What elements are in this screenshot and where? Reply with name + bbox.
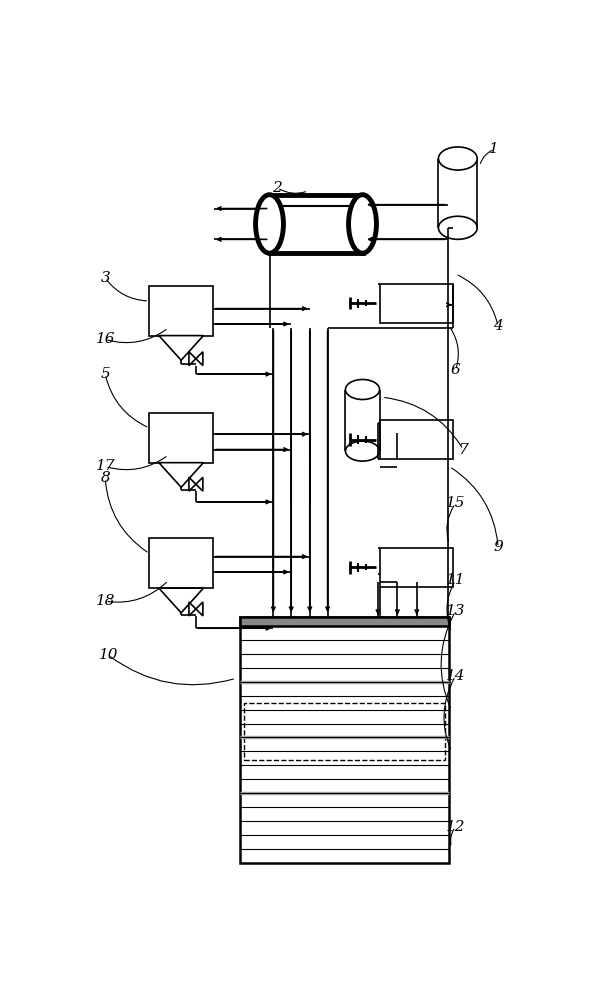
Text: 16: 16 (96, 332, 115, 346)
Bar (379, 548, 453, 587)
Text: 3: 3 (101, 271, 110, 285)
Bar (379, 420, 453, 459)
Text: 2: 2 (272, 181, 282, 195)
Text: 14: 14 (446, 669, 465, 683)
Text: 9: 9 (493, 540, 503, 554)
Polygon shape (196, 477, 203, 491)
Text: 1: 1 (490, 142, 499, 156)
Polygon shape (159, 463, 204, 487)
Ellipse shape (439, 147, 477, 170)
Bar (149, 538, 213, 588)
Text: 18: 18 (96, 594, 115, 608)
Ellipse shape (256, 195, 284, 253)
Bar (240, 617, 449, 626)
Text: 10: 10 (99, 648, 118, 662)
Text: 12: 12 (446, 820, 465, 834)
Polygon shape (189, 477, 196, 491)
Polygon shape (159, 588, 204, 613)
Bar (379, 284, 453, 323)
Text: 6: 6 (451, 363, 461, 377)
Ellipse shape (345, 379, 379, 400)
Text: 17: 17 (96, 460, 115, 474)
Ellipse shape (348, 195, 376, 253)
Text: 5: 5 (101, 367, 110, 381)
Text: 11: 11 (446, 573, 465, 587)
Polygon shape (189, 352, 196, 366)
Bar (244, 703, 445, 760)
Polygon shape (196, 352, 203, 366)
Bar (240, 617, 449, 626)
Text: 8: 8 (101, 471, 110, 485)
Polygon shape (196, 602, 203, 616)
Polygon shape (189, 602, 196, 616)
Text: 15: 15 (446, 496, 465, 510)
Bar (149, 413, 213, 463)
Bar (240, 617, 449, 863)
Text: 13: 13 (446, 604, 465, 618)
Polygon shape (159, 336, 204, 360)
Text: 7: 7 (458, 443, 468, 457)
Bar (149, 286, 213, 336)
Text: 4: 4 (493, 319, 503, 333)
Bar (270, 195, 362, 253)
